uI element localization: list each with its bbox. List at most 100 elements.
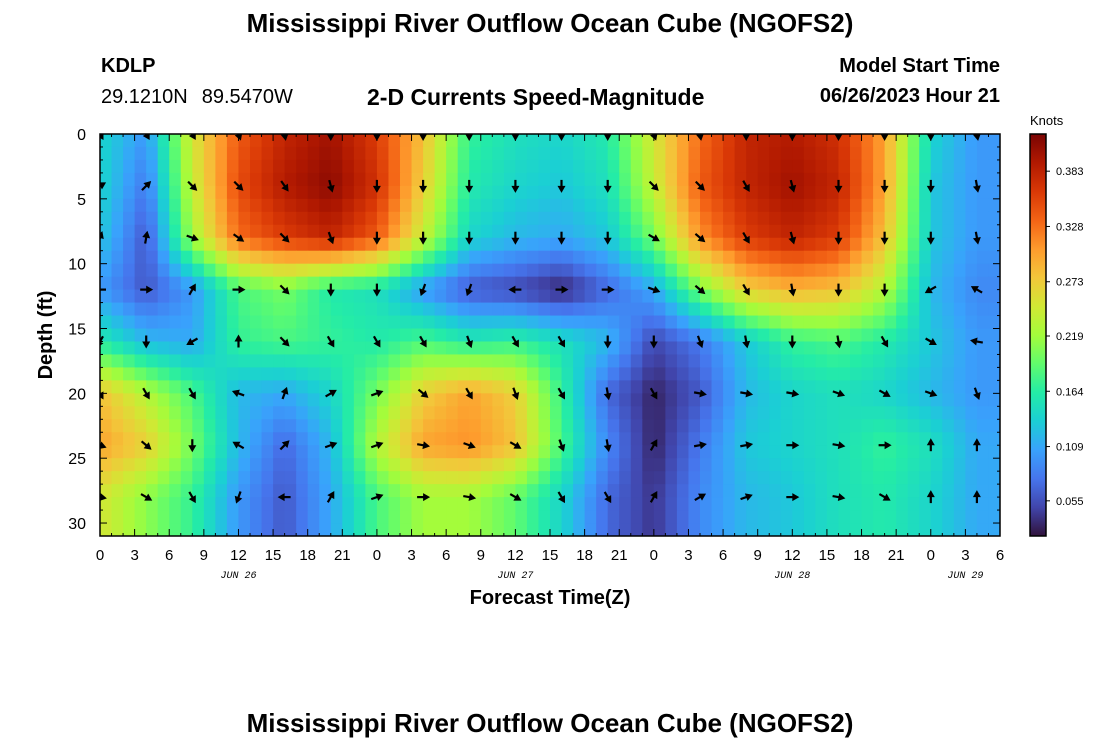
heatmap-cell [803,237,816,252]
heatmap-cell [734,380,747,394]
arrow-head [926,185,935,193]
heatmap-cell [665,263,678,278]
heatmap-cell [180,497,193,511]
current-arrow [370,441,384,449]
heatmap-cell [907,159,920,174]
heatmap-cell [469,302,482,317]
heatmap-cell [907,484,920,498]
heatmap-cell [780,159,793,174]
heatmap-cell [330,471,343,485]
x-tick-label: 3 [961,547,969,564]
arrow-shaft [100,335,104,344]
heatmap-cell [526,159,540,174]
heatmap-cell [930,289,943,304]
heatmap-cell [850,159,863,174]
heatmap-cell [423,224,436,239]
heatmap-cell [734,484,747,498]
heatmap-cell [584,367,597,381]
heatmap-cell [538,146,551,161]
heatmap-cell [400,224,413,239]
heatmap-cell [146,237,159,252]
heatmap-cell [100,419,113,433]
heatmap-cell [815,445,828,459]
current-arrow [419,283,427,297]
heatmap-cell [988,250,1000,265]
chart-title: Mississippi River Outflow Ocean Cube (NG… [246,8,854,38]
heatmap-cell [492,289,505,304]
heatmap-cell [273,211,286,226]
heatmap-cell [942,224,955,239]
current-arrow [142,387,150,400]
heatmap-cell [826,302,840,317]
heatmap-cell [723,172,736,187]
heatmap-cell [180,198,193,213]
heatmap-cell [734,185,747,200]
heatmap-cell [400,289,413,304]
heatmap-cell [365,263,378,278]
heatmap-cell [296,523,309,536]
heatmap-cell [134,134,147,148]
current-arrow [696,335,704,349]
current-arrow [555,285,569,294]
arrow-head [232,441,241,449]
heatmap-cell [596,367,609,381]
heatmap-cell [676,354,690,369]
heatmap-cell [850,302,863,317]
heatmap-cell [180,302,193,317]
heatmap-cell [815,276,828,291]
heatmap-cell [169,354,182,369]
heatmap-cell [953,354,966,369]
heatmap-cell [700,497,713,511]
heatmap-cell [642,341,655,356]
heatmap-cell [307,224,320,239]
heatmap-cell [192,341,205,356]
heatmap-cell [550,276,563,291]
heatmap-cell [884,380,897,394]
heatmap-cell [907,367,920,381]
heatmap-cell [596,393,609,407]
heatmap-cell [942,315,955,330]
heatmap-cell [330,458,343,472]
heatmap-cell [896,276,909,291]
heatmap-cell [515,315,528,330]
heatmap-cell [573,523,586,536]
heatmap-cell [411,315,424,330]
heatmap-cell [400,510,413,524]
heatmap-cell [792,432,805,446]
x-axis: 0 3 6 9 12 15 18 21 0 3 6 9 12 15 18 21 0 3 6 9 12 15 18 21 0 3 6J… [96,134,1004,582]
heatmap-cell [965,146,978,161]
heatmap-cell [723,276,736,291]
heatmap-cell [907,341,920,356]
heatmap-cell [538,406,551,420]
heatmap-cell [630,497,643,511]
heatmap-cell [376,237,390,252]
arrow-head [375,441,384,449]
heatmap-cell [123,341,136,356]
heatmap-cell [434,172,447,187]
heatmap-cell [111,445,124,459]
heatmap-cell [480,289,493,304]
heatmap-cell [861,134,874,148]
heatmap-cell [296,406,309,420]
heatmap-cell [342,237,355,252]
heatmap-cell [815,484,828,498]
current-arrow [740,441,754,450]
heatmap-cell [526,341,540,356]
heatmap-cell [850,328,863,343]
heatmap-cell [180,328,193,343]
heatmap-cell [769,289,782,304]
heatmap-cell [596,211,609,226]
heatmap-cell [676,185,690,200]
current-arrow [693,389,707,398]
heatmap-cell [526,367,540,381]
heatmap-cell [988,159,1000,174]
heatmap-cell [538,289,551,304]
heatmap-cell [861,523,874,536]
heatmap-cell [538,484,551,498]
heatmap-cell [896,510,909,524]
heatmap-cell [330,237,343,252]
heatmap-cell [653,263,666,278]
heatmap-cell [446,419,459,433]
heatmap-cell [815,250,828,265]
heatmap-cell [942,328,955,343]
